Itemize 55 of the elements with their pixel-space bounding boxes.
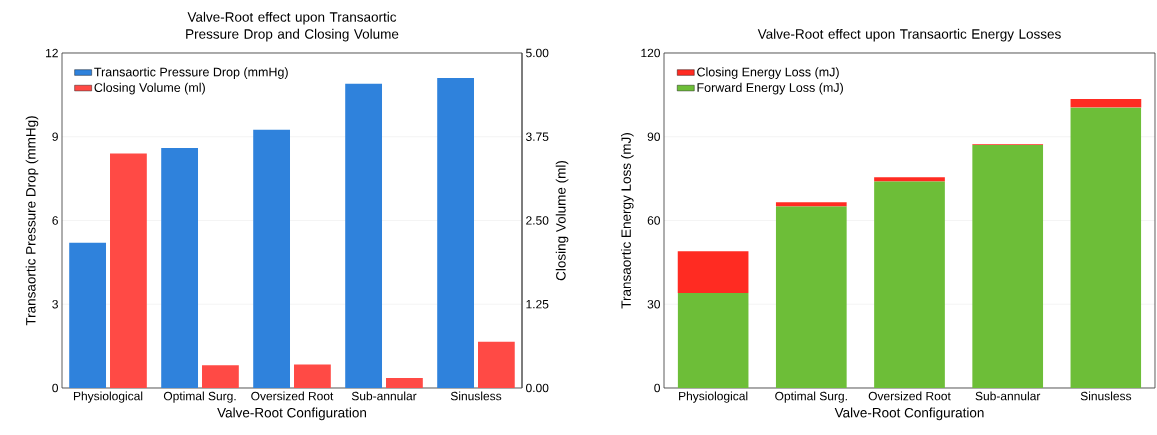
chart-title: Valve-Root effect upon Transaortic Energy Losses: [757, 28, 1061, 42]
y-tick-label: 30: [647, 299, 661, 309]
y-tick-label: 0: [52, 383, 59, 393]
y-axis-title: Transaortic Pressure Drop (mmHg): [25, 116, 39, 326]
y2-tick-label: 2.50: [526, 216, 549, 225]
x-axis-title: Valve-Root Configuration: [834, 407, 984, 421]
x-tick-label: Sinusless: [1080, 391, 1132, 401]
bar: [677, 251, 749, 294]
y-tick-label: 9: [52, 132, 58, 141]
bar: [253, 129, 291, 388]
legend-label: Forward Energy Loss (mJ): [697, 82, 843, 95]
x-axis-title: Valve-Root Configuration: [217, 407, 367, 421]
chart-title: Valve-Root effect upon Transaortic Pressure Drop and Closing Volume: [186, 11, 399, 42]
x-tick-label: Sub-annular: [975, 391, 1041, 401]
y2-tick-label: 5.00: [526, 48, 549, 58]
y2-tick-label: 0.00: [526, 383, 549, 393]
bar: [202, 365, 239, 388]
x-tick-label: Sub-annular: [351, 391, 417, 401]
bar: [437, 78, 475, 388]
y-tick-label: 0: [654, 383, 661, 393]
legend-label: Closing Energy Loss (mJ): [697, 67, 839, 79]
y-tick-label: 6: [52, 216, 58, 225]
bar: [874, 177, 945, 182]
legend-label: Closing Volume (ml): [94, 82, 205, 95]
legend-label: Transaortic Pressure Drop (mmHg): [94, 67, 288, 79]
x-tick-label: Physiological: [679, 391, 748, 403]
x-tick-label: Physiological: [73, 391, 143, 403]
y-tick-label: 90: [647, 132, 661, 141]
y-tick-label: 3: [52, 299, 58, 309]
x-tick-label: Sinusless: [450, 391, 502, 401]
bar: [775, 206, 847, 388]
bar: [972, 145, 1044, 388]
y2-tick-label: 1.25: [526, 299, 549, 309]
x-tick-label: Optimal Surg.: [163, 391, 236, 403]
y-tick-label: 120: [641, 48, 660, 58]
y-axis-title: Transaortic Energy Loss (mJ): [621, 133, 634, 309]
bar: [386, 377, 423, 388]
y2-tick-label: 3.75: [525, 132, 549, 141]
bar: [345, 83, 383, 388]
x-tick-label: Oversized Root: [868, 391, 951, 401]
y2-axis-title: Closing Volume (ml): [555, 160, 569, 281]
bar: [1070, 107, 1142, 388]
bar: [69, 242, 107, 388]
bar: [161, 147, 199, 388]
bar: [874, 181, 945, 388]
x-tick-label: Optimal Surg.: [775, 391, 847, 403]
x-tick-label: Oversized Root: [251, 391, 334, 401]
y-tick-label: 12: [46, 48, 58, 58]
bar: [677, 293, 749, 388]
y-tick-label: 60: [647, 216, 661, 225]
bar: [110, 153, 147, 388]
bar: [294, 364, 331, 388]
bar: [1070, 99, 1142, 108]
bar: [478, 341, 515, 388]
bar: [775, 202, 847, 207]
